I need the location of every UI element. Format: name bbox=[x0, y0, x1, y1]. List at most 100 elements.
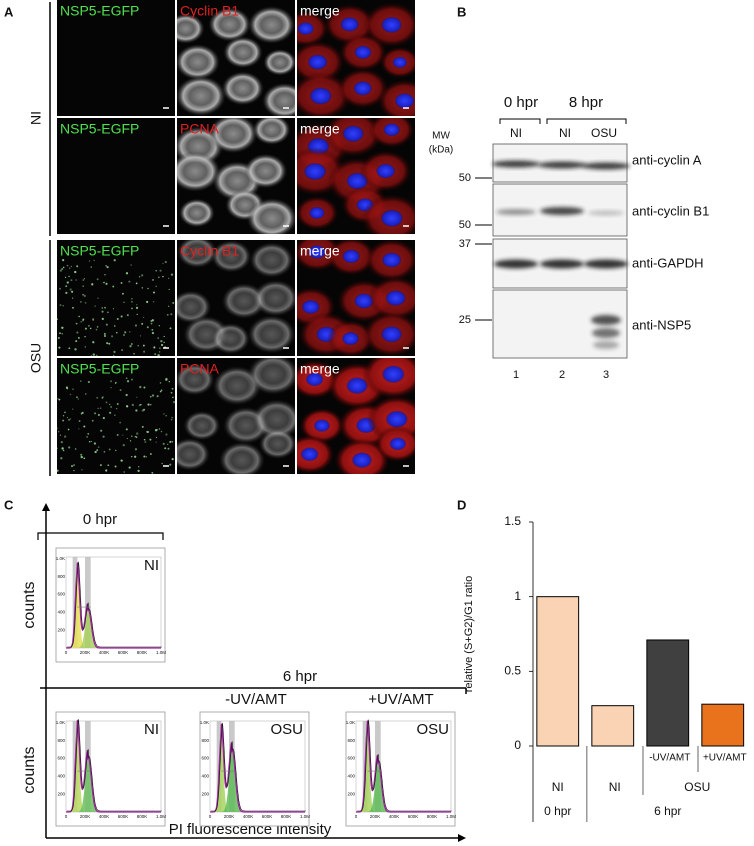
speckle bbox=[138, 276, 141, 278]
speckle bbox=[72, 306, 74, 309]
speckle bbox=[124, 331, 127, 334]
x-tick-label: 400K bbox=[99, 650, 110, 655]
speckle bbox=[162, 262, 164, 265]
speckle bbox=[125, 377, 128, 380]
data-curve bbox=[356, 719, 452, 812]
y-tick-label: 0 bbox=[514, 738, 521, 752]
nucleus bbox=[380, 209, 404, 228]
band bbox=[492, 160, 540, 168]
speckle bbox=[93, 259, 95, 262]
speckle bbox=[145, 456, 147, 458]
speckle bbox=[162, 275, 164, 278]
channel-label: merge bbox=[300, 243, 340, 259]
speckle bbox=[140, 403, 142, 406]
y-tick-label: 400 bbox=[57, 610, 65, 615]
speckle bbox=[71, 290, 74, 293]
speckle bbox=[66, 281, 69, 284]
mw-marker: 50 bbox=[459, 219, 471, 231]
nucleus bbox=[385, 290, 406, 307]
speckle bbox=[119, 389, 122, 392]
cell bbox=[247, 315, 295, 354]
speckle bbox=[61, 447, 64, 450]
speckle bbox=[151, 328, 154, 331]
antibody-label: anti-cyclin A bbox=[632, 152, 702, 167]
micrograph: NSP5-EGFP bbox=[57, 118, 175, 234]
group-label: OSU bbox=[684, 780, 710, 794]
speckle bbox=[64, 435, 67, 438]
band bbox=[588, 210, 624, 216]
speckle bbox=[69, 267, 71, 269]
speckle bbox=[75, 340, 78, 343]
speckle bbox=[120, 282, 123, 284]
nucleus bbox=[383, 123, 401, 137]
speckle bbox=[158, 325, 160, 327]
speckle bbox=[114, 325, 116, 327]
speckle bbox=[135, 409, 138, 412]
speckle bbox=[170, 418, 173, 421]
speckle bbox=[167, 277, 170, 280]
x-tick-label: 800K bbox=[137, 650, 148, 655]
speckle bbox=[131, 456, 133, 458]
speckle bbox=[88, 441, 91, 443]
speckle bbox=[167, 305, 170, 307]
speckle bbox=[116, 433, 119, 436]
fit-curve bbox=[66, 720, 161, 813]
cell bbox=[252, 279, 295, 317]
speckle bbox=[99, 407, 102, 410]
speckle bbox=[163, 335, 165, 338]
x-tick-label: 1.0M bbox=[156, 814, 166, 819]
speckle bbox=[113, 354, 115, 356]
image-content bbox=[297, 240, 415, 356]
speckle bbox=[152, 300, 155, 303]
speckle bbox=[83, 294, 86, 298]
bracket bbox=[499, 118, 541, 124]
speckle bbox=[84, 393, 87, 395]
fit-curve bbox=[210, 723, 305, 813]
speckle bbox=[82, 293, 85, 296]
speckle bbox=[102, 435, 105, 438]
micrograph: NSP5-EGFP bbox=[57, 0, 175, 116]
speckle bbox=[121, 349, 124, 352]
g1-fill bbox=[66, 570, 161, 648]
cell bbox=[177, 151, 221, 192]
speckle bbox=[126, 380, 130, 383]
y-tick-label: 200 bbox=[201, 791, 209, 796]
speckle bbox=[59, 434, 62, 436]
sample-label: OSU bbox=[270, 721, 303, 738]
speckle bbox=[122, 444, 125, 447]
speckle bbox=[151, 471, 154, 474]
x-tick-label: 1.0M bbox=[446, 814, 456, 819]
speckle bbox=[71, 297, 74, 299]
speckle bbox=[110, 406, 113, 408]
sample-label: NI bbox=[144, 721, 159, 738]
x-tick-label: 200K bbox=[80, 814, 91, 819]
speckle bbox=[114, 414, 116, 416]
speckle bbox=[159, 269, 162, 272]
x-tick-label: 400K bbox=[389, 814, 400, 819]
speckle bbox=[162, 442, 165, 446]
speckle bbox=[155, 436, 158, 439]
row-group-label: NI bbox=[28, 111, 44, 125]
speckle bbox=[68, 418, 71, 421]
speckle bbox=[103, 335, 106, 338]
speckle bbox=[97, 297, 99, 299]
x-tick-label: 600K bbox=[118, 814, 129, 819]
band bbox=[582, 162, 630, 170]
speckle bbox=[60, 457, 63, 460]
timepoint-label: 0 hpr bbox=[504, 94, 538, 111]
speckle bbox=[61, 267, 64, 270]
y-axis-label: relative (S+G2)/G1 ratio bbox=[463, 576, 475, 692]
y-tick-label: 400 bbox=[347, 774, 355, 779]
speckle bbox=[136, 432, 139, 435]
speckle bbox=[143, 350, 146, 353]
speckle bbox=[159, 390, 162, 393]
speckle bbox=[62, 449, 65, 452]
speckle bbox=[92, 353, 95, 356]
speckle bbox=[80, 453, 83, 456]
speckle bbox=[169, 327, 172, 330]
mw-marker: 37 bbox=[459, 238, 471, 250]
row-group-label: OSU bbox=[28, 343, 44, 373]
speckle bbox=[149, 403, 152, 406]
speckle bbox=[165, 378, 168, 382]
timepoint-label: 8 hpr bbox=[569, 94, 603, 111]
